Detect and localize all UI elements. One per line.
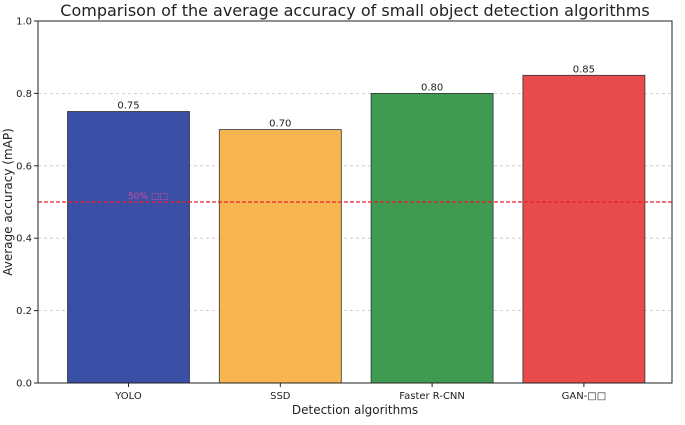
reference-line-group: 50% □□ (38, 192, 672, 203)
y-tick-label: 0.4 (16, 234, 32, 245)
bar (370, 93, 494, 384)
x-axis-ticks: YOLO SSD Faster R-CNN GAN-□□ (114, 383, 606, 402)
bar (522, 74, 646, 384)
y-tick-label: 1.0 (16, 17, 32, 28)
data-label: 0.85 (573, 64, 595, 75)
bars: 0.75 0.70 0.80 0.85 (67, 64, 646, 384)
x-axis-label: Detection algorithms (292, 403, 418, 417)
x-tick-label: GAN-□□ (562, 391, 607, 402)
data-label: 0.80 (421, 82, 443, 93)
data-label: 0.75 (117, 101, 139, 112)
chart-title: Comparison of the average accuracy of sm… (60, 1, 649, 20)
y-tick-label: 0.2 (16, 306, 32, 317)
x-tick-label: Faster R-CNN (399, 391, 465, 402)
y-tick-label: 0.0 (16, 379, 32, 390)
plot-frame (37, 20, 673, 384)
bar (218, 129, 342, 384)
y-tick-label: 0.8 (16, 89, 32, 100)
x-tick-label: SSD (270, 391, 291, 402)
y-axis-label: Average accuracy (mAP) (1, 128, 15, 276)
data-label: 0.70 (269, 119, 291, 130)
bar (67, 111, 190, 384)
y-axis-ticks: 0.0 0.2 0.4 0.6 0.8 1.0 (16, 17, 38, 390)
x-tick-label: YOLO (114, 391, 142, 402)
reference-line-label: 50% □□ (128, 192, 168, 202)
y-tick-label: 0.6 (16, 161, 32, 172)
